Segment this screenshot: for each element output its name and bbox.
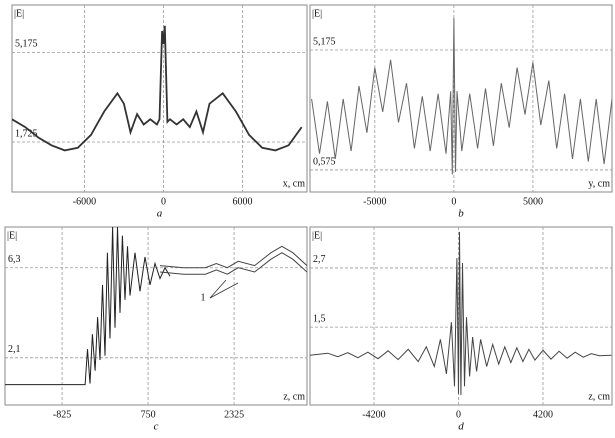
plot-frame <box>309 4 613 193</box>
x-tick-label: 0 <box>456 409 461 420</box>
x-tick-label: 6000 <box>232 196 252 207</box>
panel-caption: c <box>154 421 159 433</box>
plot-frame <box>4 226 308 406</box>
x-tick-label: 0 <box>161 196 166 207</box>
leader-line <box>209 282 239 299</box>
annotation: 1 <box>201 292 206 303</box>
y-axis-label: |E| <box>312 230 322 241</box>
x-tick-label: 750 <box>141 409 156 420</box>
y-tick-label: 1,5 <box>313 313 326 324</box>
x-tick-label: 0 <box>451 196 456 207</box>
x-axis-label: z, cm <box>283 391 305 402</box>
x-tick-label: -5000 <box>363 196 386 207</box>
x-tick-label: -825 <box>53 409 71 420</box>
x-axis-label: y, cm <box>588 178 610 189</box>
x-tick-label: 4200 <box>533 409 553 420</box>
x-axis-label: z, cm <box>588 391 610 402</box>
panel: 0,575 5,175 -5000 0 5000 |E| y, cm b <box>309 4 613 220</box>
y-tick-label: 1,725 <box>15 128 38 139</box>
data-line <box>311 17 612 175</box>
data-line <box>159 245 307 269</box>
data-line <box>159 252 307 275</box>
y-tick-label: 2,1 <box>8 344 21 355</box>
y-axis-label: |E| <box>7 230 17 241</box>
panel: 2,1 6,3 -825 750 2325 |E| z, cm c 1 <box>4 226 308 433</box>
y-tick-label: 5,175 <box>15 39 38 50</box>
y-tick-label: 5,175 <box>313 36 336 47</box>
panel-caption: d <box>458 421 464 433</box>
y-axis-label: |E| <box>14 8 24 19</box>
x-tick-label: 2325 <box>224 409 244 420</box>
y-axis-label: |E| <box>312 8 322 19</box>
y-tick-label: 2,7 <box>313 254 326 265</box>
x-tick-label: -4200 <box>362 409 385 420</box>
x-axis-label: x, cm <box>283 178 305 189</box>
panel-caption: b <box>458 208 464 220</box>
x-tick-label: 5000 <box>523 196 543 207</box>
data-line <box>12 25 303 152</box>
panel: 1,725 5,175 -6000 0 6000 |E| x, cm a <box>11 4 308 220</box>
panel-caption: a <box>157 208 163 220</box>
y-tick-label: 0,575 <box>313 156 336 167</box>
x-tick-label: -6000 <box>73 196 96 207</box>
panel: 1,5 2,7 -4200 0 4200 |E| z, cm d <box>309 226 613 433</box>
y-tick-label: 6,3 <box>8 254 21 265</box>
data-line <box>5 227 171 386</box>
data-line <box>310 231 612 396</box>
leader-line <box>209 279 227 299</box>
